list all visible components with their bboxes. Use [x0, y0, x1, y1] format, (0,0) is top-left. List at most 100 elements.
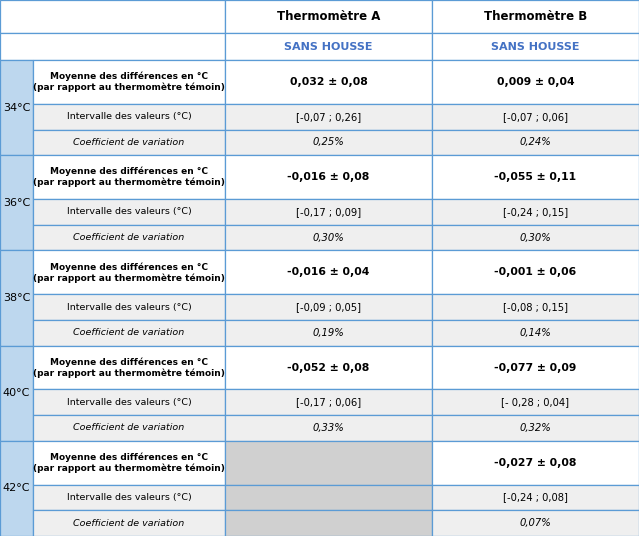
Bar	[225, 0, 432, 33]
Text: 0,30%: 0,30%	[312, 233, 344, 243]
Text: [-0,07 ; 0,06]: [-0,07 ; 0,06]	[503, 111, 568, 122]
Bar	[33, 60, 225, 104]
Bar	[432, 485, 639, 510]
Text: Coefficient de variation: Coefficient de variation	[73, 328, 185, 337]
Bar	[33, 441, 225, 485]
Bar	[432, 130, 639, 155]
Text: [-0,24 ; 0,08]: [-0,24 ; 0,08]	[503, 493, 568, 502]
Bar	[33, 389, 225, 415]
Text: 36°C: 36°C	[3, 198, 30, 208]
Bar	[0, 0, 225, 33]
Text: Intervalle des valeurs (°C): Intervalle des valeurs (°C)	[66, 493, 192, 502]
Bar	[225, 510, 432, 536]
Bar	[225, 130, 432, 155]
Bar	[432, 441, 639, 485]
Text: [-0,07 ; 0,26]: [-0,07 ; 0,26]	[296, 111, 361, 122]
Bar	[0, 155, 33, 250]
Bar	[432, 104, 639, 130]
Text: Coefficient de variation: Coefficient de variation	[73, 423, 185, 433]
Text: 0,32%: 0,32%	[520, 423, 551, 433]
Text: SANS HOUSSE: SANS HOUSSE	[491, 42, 580, 51]
Bar	[432, 320, 639, 346]
Bar	[432, 199, 639, 225]
Bar	[225, 33, 432, 60]
Text: -0,001 ± 0,06: -0,001 ± 0,06	[495, 267, 576, 277]
Bar	[33, 250, 225, 294]
Bar	[33, 346, 225, 389]
Bar	[225, 294, 432, 320]
Bar	[0, 250, 33, 346]
Text: 0,14%: 0,14%	[520, 327, 551, 338]
Bar	[33, 199, 225, 225]
Text: Intervalle des valeurs (°C): Intervalle des valeurs (°C)	[66, 302, 192, 311]
Text: 0,032 ± 0,08: 0,032 ± 0,08	[289, 77, 367, 87]
Bar	[432, 389, 639, 415]
Text: [-0,08 ; 0,15]: [-0,08 ; 0,15]	[503, 302, 568, 312]
Text: [-0,24 ; 0,15]: [-0,24 ; 0,15]	[503, 207, 568, 217]
Text: Coefficient de variation: Coefficient de variation	[73, 519, 185, 527]
Bar	[225, 199, 432, 225]
Bar	[225, 320, 432, 346]
Text: -0,052 ± 0,08: -0,052 ± 0,08	[288, 362, 369, 373]
Bar	[225, 415, 432, 441]
Bar	[432, 294, 639, 320]
Bar	[225, 485, 432, 510]
Text: -0,055 ± 0,11: -0,055 ± 0,11	[495, 172, 576, 182]
Text: Coefficient de variation: Coefficient de variation	[73, 233, 185, 242]
Text: -0,077 ± 0,09: -0,077 ± 0,09	[495, 362, 576, 373]
Text: 0,07%: 0,07%	[520, 518, 551, 528]
Text: Intervalle des valeurs (°C): Intervalle des valeurs (°C)	[66, 207, 192, 217]
Text: Thermomètre B: Thermomètre B	[484, 10, 587, 23]
Bar	[432, 0, 639, 33]
Bar	[33, 415, 225, 441]
Bar	[0, 60, 33, 155]
Bar	[432, 33, 639, 60]
Text: Moyenne des différences en °C
(par rapport au thermomètre témoin): Moyenne des différences en °C (par rappo…	[33, 358, 225, 378]
Bar	[432, 155, 639, 199]
Text: -0,016 ± 0,08: -0,016 ± 0,08	[288, 172, 369, 182]
Bar	[225, 155, 432, 199]
Text: Moyenne des différences en °C
(par rapport au thermomètre témoin): Moyenne des différences en °C (par rappo…	[33, 72, 225, 92]
Bar	[432, 415, 639, 441]
Bar	[432, 250, 639, 294]
Bar	[432, 60, 639, 104]
Text: Intervalle des valeurs (°C): Intervalle des valeurs (°C)	[66, 112, 192, 121]
Text: -0,016 ± 0,04: -0,016 ± 0,04	[288, 267, 369, 277]
Text: Moyenne des différences en °C
(par rapport au thermomètre témoin): Moyenne des différences en °C (par rappo…	[33, 262, 225, 282]
Bar	[225, 104, 432, 130]
Bar	[33, 155, 225, 199]
Text: [-0,17 ; 0,09]: [-0,17 ; 0,09]	[296, 207, 361, 217]
Text: 0,009 ± 0,04: 0,009 ± 0,04	[497, 77, 574, 87]
Bar	[33, 320, 225, 346]
Text: Coefficient de variation: Coefficient de variation	[73, 138, 185, 147]
Text: 0,19%: 0,19%	[312, 327, 344, 338]
Text: SANS HOUSSE: SANS HOUSSE	[284, 42, 373, 51]
Bar	[33, 485, 225, 510]
Bar	[33, 130, 225, 155]
Text: Thermomètre A: Thermomètre A	[277, 10, 380, 23]
Bar	[33, 294, 225, 320]
Bar	[432, 510, 639, 536]
Text: [- 0,28 ; 0,04]: [- 0,28 ; 0,04]	[502, 397, 569, 407]
Text: 0,30%: 0,30%	[520, 233, 551, 243]
Bar	[225, 225, 432, 250]
Bar	[33, 510, 225, 536]
Text: 34°C: 34°C	[3, 102, 30, 113]
Bar	[0, 441, 33, 536]
Bar	[33, 225, 225, 250]
Bar	[225, 389, 432, 415]
Bar	[0, 346, 33, 441]
Text: 0,24%: 0,24%	[520, 137, 551, 147]
Bar	[225, 250, 432, 294]
Bar	[225, 441, 432, 485]
Text: Moyenne des différences en °C
(par rapport au thermomètre témoin): Moyenne des différences en °C (par rappo…	[33, 452, 225, 473]
Text: 42°C: 42°C	[3, 483, 31, 494]
Text: [-0,17 ; 0,06]: [-0,17 ; 0,06]	[296, 397, 361, 407]
Bar	[432, 225, 639, 250]
Text: 0,33%: 0,33%	[312, 423, 344, 433]
Text: Moyenne des différences en °C
(par rapport au thermomètre témoin): Moyenne des différences en °C (par rappo…	[33, 167, 225, 188]
Text: 0,25%: 0,25%	[312, 137, 344, 147]
Bar	[432, 346, 639, 389]
Text: -0,027 ± 0,08: -0,027 ± 0,08	[495, 458, 576, 468]
Bar	[225, 346, 432, 389]
